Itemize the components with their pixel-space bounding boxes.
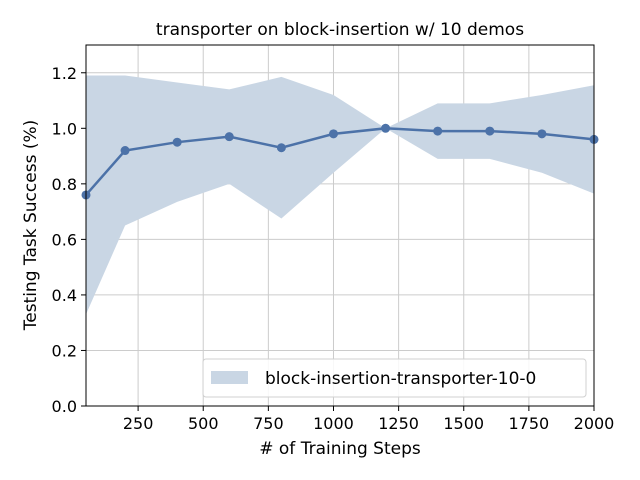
- x-tick-label: 1250: [378, 414, 419, 433]
- x-tick-label: 1500: [443, 414, 484, 433]
- legend: block-insertion-transporter-10-0: [202, 358, 587, 398]
- x-axis-ticks: 250 500 750 1000 1250 1500 1750 2000: [123, 406, 615, 433]
- x-tick-label: 1000: [313, 414, 354, 433]
- data-point: [485, 126, 495, 136]
- legend-label: block-insertion-transporter-10-0: [265, 369, 536, 389]
- confidence-band: [86, 75, 594, 315]
- data-point: [381, 123, 391, 133]
- data-point: [433, 126, 443, 136]
- data-point: [276, 143, 286, 153]
- x-tick-label: 750: [253, 414, 284, 433]
- data-point: [172, 137, 182, 147]
- y-tick-label: 0.0: [52, 397, 77, 416]
- data-point: [537, 129, 547, 139]
- x-tick-label: 1750: [509, 414, 550, 433]
- y-axis-ticks: 0.0 0.2 0.4 0.6 0.8 1.0 1.2: [52, 64, 86, 416]
- band-layer: [86, 75, 594, 315]
- plot-frame: [85, 44, 595, 407]
- y-tick-label: 0.6: [52, 230, 77, 249]
- legend-swatch: [211, 371, 248, 384]
- y-tick-label: 0.2: [52, 341, 77, 360]
- x-tick-label: 500: [188, 414, 219, 433]
- point-layer: [81, 123, 599, 200]
- chart-title: transporter on block-insertion w/ 10 dem…: [156, 20, 524, 40]
- y-tick-label: 1.0: [52, 119, 77, 138]
- data-point: [120, 146, 130, 156]
- y-tick-label: 0.8: [52, 175, 77, 194]
- legend-box: [202, 358, 587, 398]
- x-tick-label: 250: [123, 414, 154, 433]
- y-tick-label: 0.4: [52, 286, 77, 305]
- x-tick-label: 2000: [574, 414, 615, 433]
- y-tick-label: 1.2: [52, 64, 77, 83]
- data-point: [224, 132, 234, 142]
- data-point: [328, 129, 338, 139]
- y-axis-label: Testing Task Success (%): [21, 120, 41, 332]
- x-axis-label: # of Training Steps: [259, 439, 421, 459]
